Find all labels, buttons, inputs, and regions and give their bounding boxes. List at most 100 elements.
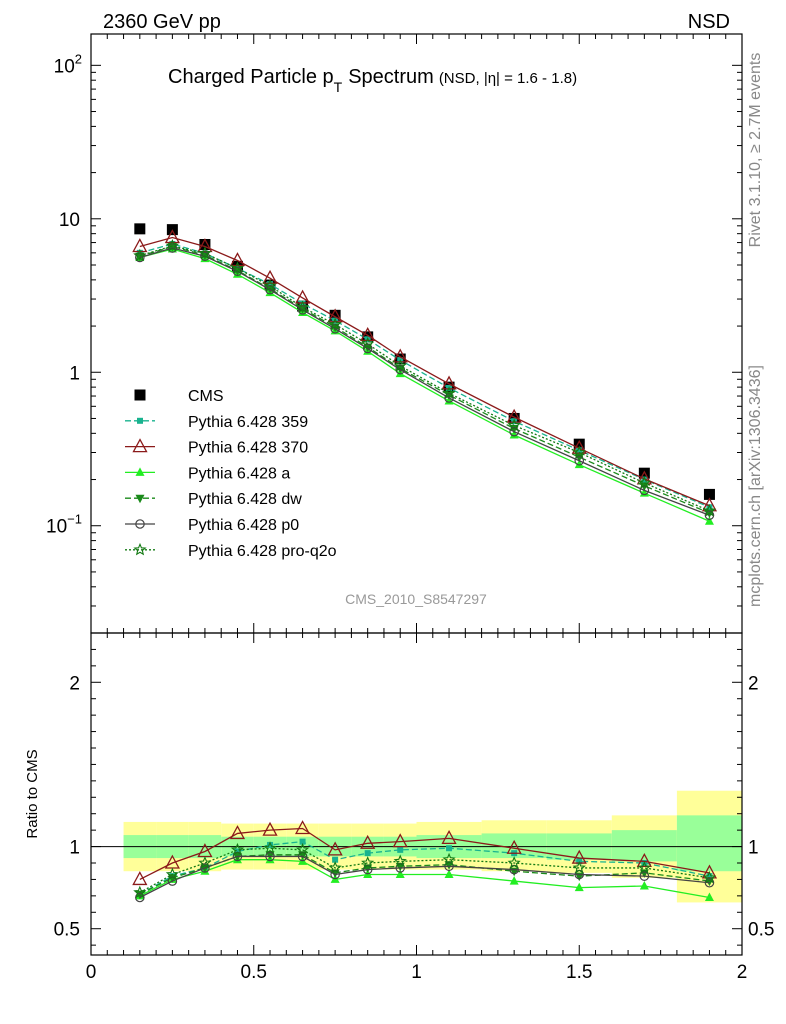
data-point [198, 246, 212, 260]
ratio-point [165, 867, 179, 881]
ratio-point [392, 833, 408, 848]
legend-entry: Pythia 6.428 370 [125, 438, 308, 457]
data-point [639, 485, 650, 496]
ratio-point [361, 856, 375, 869]
main-y-tick-exponent: 2 [75, 51, 82, 66]
x-tick-label: 1.5 [566, 962, 592, 983]
legend-label: Pythia 6.428 359 [188, 414, 308, 431]
stat-uncertainty-band [676, 815, 742, 872]
legend-label: Pythia 6.428 370 [188, 440, 308, 457]
ratio-y-axis-label: Ratio to CMS [24, 749, 41, 838]
ratio-point [230, 842, 245, 856]
data-point [299, 300, 306, 307]
data-point [506, 408, 522, 423]
series-cms [134, 223, 715, 500]
ratio-series-pythia-6-428-a [135, 854, 714, 901]
ratio-point [360, 834, 376, 849]
ratio-point [442, 852, 456, 866]
legend-marker [135, 467, 145, 476]
ratio-point [132, 871, 148, 886]
legend-label: Pythia 6.428 a [188, 465, 290, 482]
ratio-series-layer [132, 820, 718, 903]
data-point [263, 279, 277, 292]
main-y-tick-label: 1 [69, 363, 80, 384]
ratio-line [139, 859, 710, 899]
data-point [133, 248, 147, 262]
ratio-point [133, 885, 147, 899]
legend-marker [134, 389, 146, 401]
ratio-point [295, 842, 310, 856]
main-y-tick-label: 10 [59, 210, 80, 231]
ratio-point [506, 839, 522, 854]
ratio-point [393, 854, 407, 867]
series-pythia-6-428-pro-q2o [133, 239, 717, 517]
data-point [703, 488, 715, 500]
ratio-point [200, 863, 210, 873]
ratio-point [265, 851, 275, 860]
ratio-point [639, 881, 649, 890]
ratio-point [327, 841, 343, 856]
ratio-point [395, 869, 405, 878]
data-point [135, 252, 145, 263]
mcplots-label: mcplots.cern.ch [arXiv:1306.3436] [747, 365, 764, 607]
main-title-cut: (NSD, |η| = 1.6 - 1.8) [439, 70, 577, 87]
ratio-point [704, 877, 715, 888]
ratio-point [702, 870, 717, 884]
ratio-point [234, 848, 241, 855]
data-point [327, 308, 343, 323]
ratio-point [637, 860, 651, 874]
data-point [164, 229, 180, 244]
data-point [199, 238, 211, 250]
ratio-point [294, 820, 311, 835]
data-point [704, 516, 714, 525]
ratio-point [198, 856, 212, 869]
ratio-axis-ticks: 0.5 0.5 1 1 2 2 0 0.5 1 1.5 2 [54, 633, 774, 983]
ratio-point [572, 860, 586, 874]
ratio-point [263, 841, 277, 854]
data-point [572, 445, 586, 459]
legend-marker [133, 542, 147, 556]
main-y-tick-label: 102 [54, 51, 82, 77]
data-point [637, 476, 651, 489]
ratio-y-tick-label-right: 1 [748, 838, 759, 859]
ratio-point [229, 825, 246, 840]
ratio-y-tick-label-right: 0.5 [748, 920, 774, 941]
ratio-point [232, 852, 242, 862]
data-point [332, 317, 339, 324]
data-point [329, 309, 341, 321]
data-point [267, 281, 274, 288]
legend-marker [135, 494, 145, 504]
data-point [574, 459, 584, 469]
legend-entry: Pythia 6.428 dw [125, 491, 302, 508]
data-point [393, 358, 407, 372]
ratio-point [704, 892, 714, 901]
main-panel: 102 10 1 10−1 Charged Particle pT Spectrum (N… [46, 33, 743, 634]
stat-uncertainty-band [611, 830, 677, 862]
x-tick-label: 0.5 [241, 962, 267, 983]
ratio-point [299, 838, 306, 845]
ratio-point [262, 821, 278, 836]
data-point [167, 242, 177, 252]
data-point [134, 223, 146, 235]
legend-entry: Pythia 6.428 359 [125, 414, 308, 431]
legend-marker [135, 519, 145, 529]
legend-entry: CMS [134, 388, 224, 405]
main-y-tick-label: 10−1 [46, 512, 82, 538]
legend-marker [137, 417, 143, 424]
ratio-point [441, 829, 457, 845]
ratio-point [332, 856, 339, 863]
legend-marker [132, 438, 148, 453]
data-point [507, 418, 521, 432]
data-point [509, 430, 519, 439]
rivet-version-label: Rivet 3.1.10, ≥ 2.7M events [747, 53, 764, 248]
data-point [229, 252, 246, 267]
x-tick-label: 2 [737, 962, 748, 983]
main-y-tick-exponent: −1 [67, 512, 82, 527]
data-point [330, 323, 340, 334]
legend-entry: Pythia 6.428 a [125, 465, 290, 482]
data-point [328, 317, 342, 331]
data-point [265, 284, 275, 295]
data-point [574, 455, 585, 466]
main-title: Charged Particle pT Spectrum (NSD, |η| = 1… [168, 66, 577, 95]
legend-label: Pythia 6.428 dw [188, 491, 302, 508]
